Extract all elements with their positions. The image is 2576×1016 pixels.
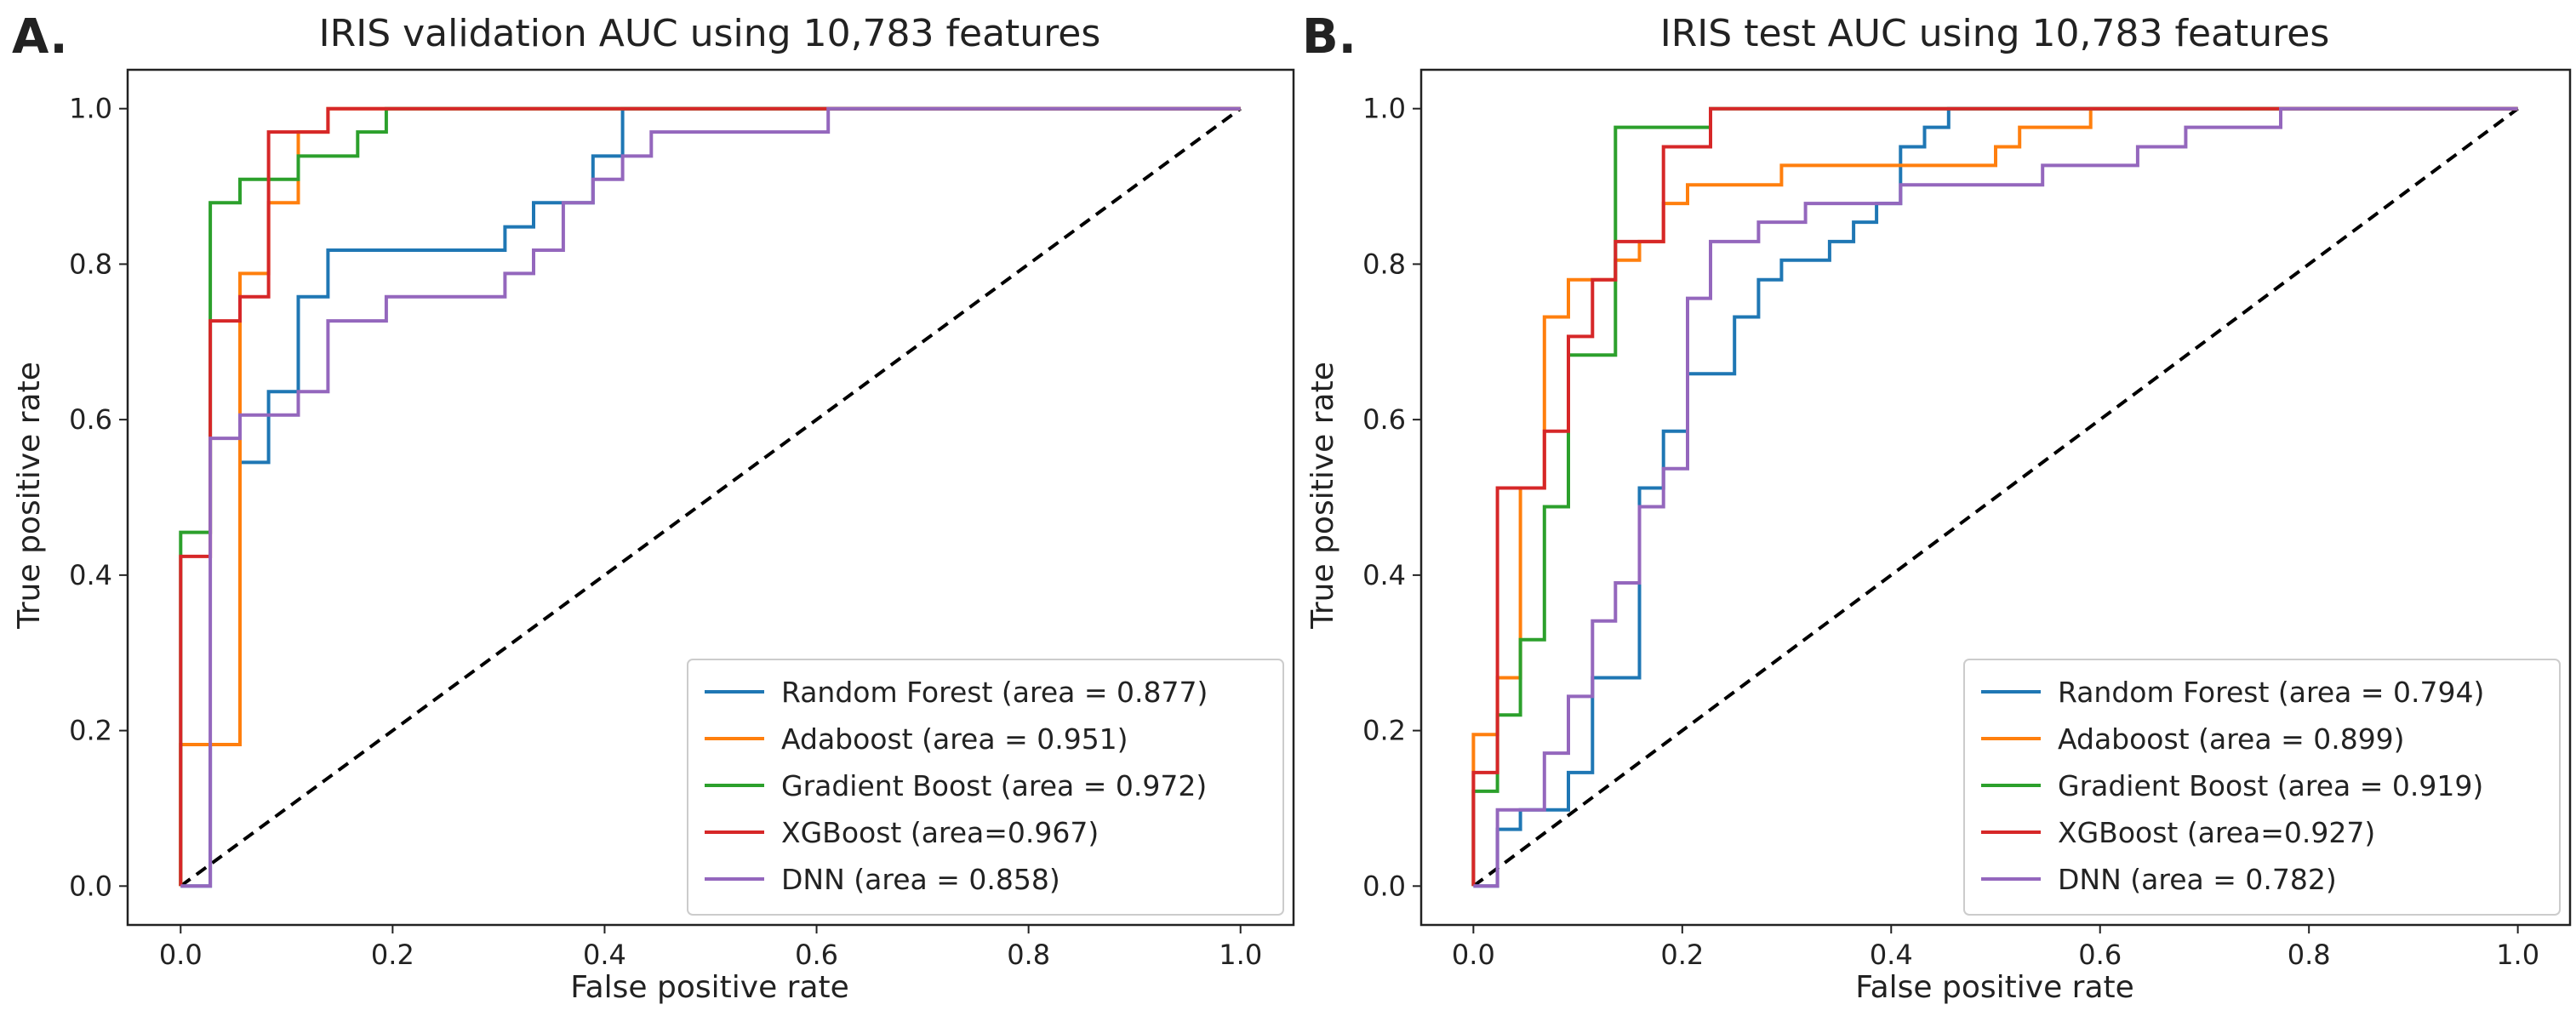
- panel-b-legend-entry: DNN (area = 0.782): [2058, 863, 2337, 896]
- panel-b-xtick-label: 0.8: [2288, 939, 2331, 971]
- panel-a-title: IRIS validation AUC using 10,783 feature…: [319, 12, 1101, 55]
- panel-b-ytick-label: 0.0: [1362, 870, 1406, 902]
- panel-a-xtick-label: 0.2: [371, 939, 414, 971]
- panel-a-ytick-label: 0.2: [69, 715, 112, 747]
- panel-b-series-xgboost-line: [1471, 106, 2518, 887]
- panel-a-legend-entry: XGBoost (area=0.967): [781, 816, 1099, 849]
- panel-a-legend-entry: Gradient Boost (area = 0.972): [781, 769, 1207, 802]
- panel-b-legend-entry: Adaboost (area = 0.899): [2058, 722, 2405, 756]
- panel-b-series-random-line: [1473, 106, 2518, 888]
- panel-a-legend-entry: DNN (area = 0.858): [781, 863, 1060, 896]
- panel-b: B. IRIS test AUC using 10,783 features F…: [1302, 9, 2572, 1005]
- panel-a-series-xgboost-line: [179, 106, 1241, 887]
- panel-a-axes-frame: [126, 68, 1295, 927]
- panel-a-ylabel: True positive rate: [12, 362, 47, 630]
- panel-a-ytick-label: 0.8: [69, 248, 112, 280]
- panel-a-ytick-label: 0.0: [69, 870, 112, 902]
- panel-a-xtick-label: 1.0: [1219, 939, 1262, 971]
- panel-a-xtick-label: 0.6: [795, 939, 838, 971]
- panel-b-plot-area: 0.0 0.2 0.4 0.6 0.8 1.0 0.0 0.2 0.4 0.6 0.8 1.0 Rand…: [1362, 68, 2572, 971]
- panel-a-legend: Random Forest (area = 0.877) Adaboost (ar…: [687, 659, 1284, 916]
- panel-b-axes-frame: [1419, 68, 2572, 927]
- panel-a-legend-entry: Adaboost (area = 0.951): [781, 722, 1128, 756]
- panel-b-xtick-label: 0.4: [1870, 939, 1913, 971]
- panel-a-plot-area: 0.0 0.2 0.4 0.6 0.8 1.0 0.0 0.2 0.4 0.6 0.8 1.0 Rand…: [69, 68, 1295, 971]
- panel-b-legend: Random Forest (area = 0.794) Adaboost (ar…: [1963, 659, 2561, 916]
- panel-a-letter: A.: [12, 9, 68, 65]
- panel-b-legend-entry: Gradient Boost (area = 0.919): [2058, 769, 2483, 802]
- panel-b-chance-diagonal: [1472, 107, 2519, 888]
- panel-b-legend-entry: XGBoost (area=0.927): [2058, 816, 2375, 849]
- panel-b-ylabel: True positive rate: [1305, 362, 1340, 630]
- panel-b-xtick-label: 0.2: [1660, 939, 1704, 971]
- panel-b-series-dnn-line: [1473, 106, 2518, 888]
- panel-b-ytick-label: 1.0: [1362, 93, 1406, 125]
- panel-a-xtick-label: 0.4: [583, 939, 626, 971]
- panel-b-title: IRIS test AUC using 10,783 features: [1660, 12, 2330, 55]
- panel-a-xtick-label: 0.0: [159, 939, 203, 971]
- panel-b-xtick-label: 1.0: [2496, 939, 2539, 971]
- panel-b-legend-box: [1963, 659, 2561, 916]
- panel-a-ytick-label: 1.0: [69, 93, 112, 125]
- panel-b-xtick-label: 0.0: [1452, 939, 1495, 971]
- panel-b-ytick-label: 0.8: [1362, 248, 1406, 280]
- panel-a: A. IRIS validation AUC using 10,783 feat…: [12, 9, 1295, 1005]
- panel-b-xlabel: False positive rate: [1855, 970, 2134, 1005]
- panel-b-ytick-label: 0.2: [1362, 715, 1406, 747]
- panel-a-series-dnn-line: [180, 106, 1241, 888]
- panel-a-xtick-label: 0.8: [1007, 939, 1050, 971]
- panel-a-ytick-label: 0.4: [69, 559, 112, 591]
- panel-b-letter: B.: [1302, 9, 1357, 65]
- panel-a-xlabel: False positive rate: [570, 970, 849, 1005]
- panel-b-ytick-label: 0.6: [1362, 403, 1406, 436]
- panel-a-legend-box: [687, 659, 1284, 916]
- panel-b-xtick-label: 0.6: [2078, 939, 2122, 971]
- panel-a-ytick-label: 0.6: [69, 403, 112, 436]
- panel-b-ytick-label: 0.4: [1362, 559, 1406, 591]
- panel-b-legend-entry: Random Forest (area = 0.794): [2058, 676, 2484, 709]
- panel-a-legend-entry: Random Forest (area = 0.877): [781, 676, 1208, 709]
- panel-a-chance-diagonal: [180, 107, 1242, 888]
